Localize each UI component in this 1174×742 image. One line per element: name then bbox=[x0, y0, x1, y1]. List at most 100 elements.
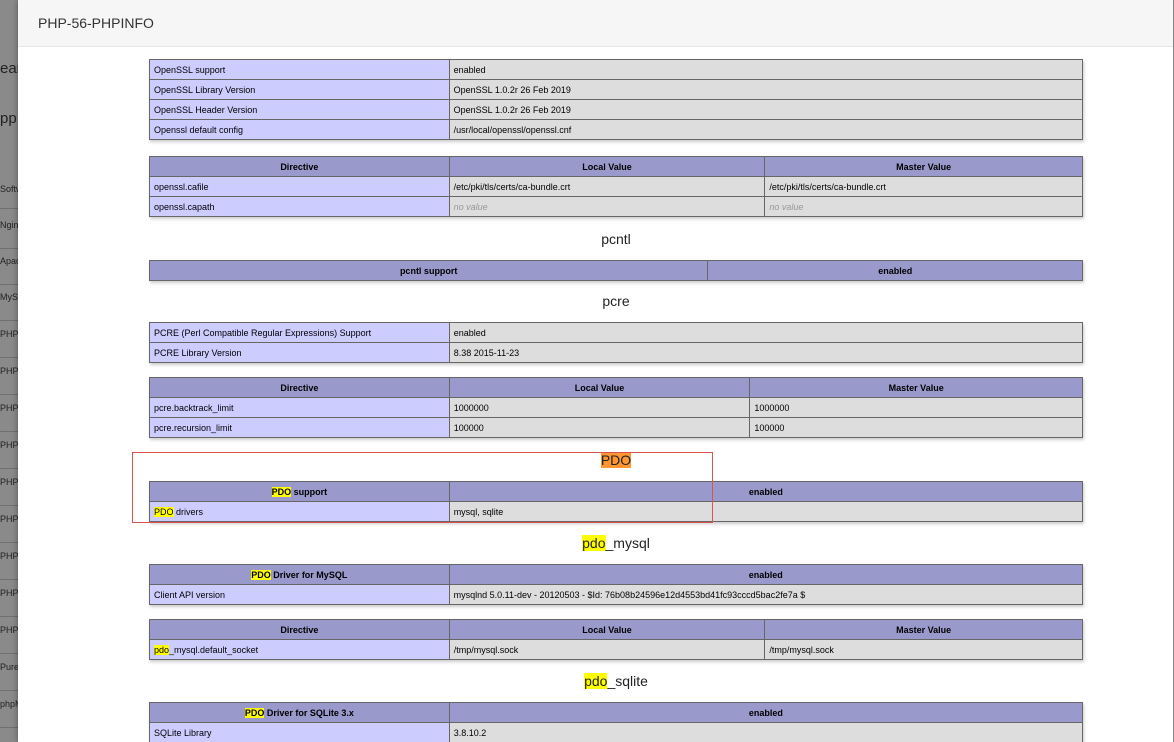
background-menu-item: PHP bbox=[0, 403, 18, 432]
background-menu-item: Softw bbox=[0, 184, 18, 209]
table-value: enabled bbox=[448, 322, 1084, 343]
column-header-local-value: Local Value bbox=[448, 156, 766, 177]
pdo-mysql-driver-value: enabled bbox=[448, 564, 1084, 585]
directive-name: pdo_mysql.default_socket bbox=[149, 639, 450, 660]
background-menu-item: PHP bbox=[0, 625, 18, 654]
table-value: enabled bbox=[448, 59, 1084, 80]
pcre-info-table: PCRE (Perl Compatible Regular Expression… bbox=[149, 322, 1084, 363]
table-header-row: Directive Local Value Master Value bbox=[149, 377, 1083, 398]
table-header-row: pcntl support enabled bbox=[148, 260, 1083, 281]
table-header-row: PDO support enabled bbox=[149, 481, 1084, 502]
directive-local-value: 100000 bbox=[448, 417, 751, 438]
pcntl-table: pcntl support enabled bbox=[148, 260, 1083, 281]
pdo-sqlite-driver-label: PDO Driver for SQLite 3.x bbox=[149, 702, 450, 723]
column-header-directive: Directive bbox=[149, 377, 450, 398]
background-menu-item: PHP bbox=[0, 514, 18, 543]
background-menu-item: Apac bbox=[0, 256, 18, 285]
phpinfo-modal: PHP-56-PHPINFO OpenSSL support enabled O… bbox=[18, 0, 1174, 742]
background-menu-item: PHP bbox=[0, 477, 18, 506]
table-key: PCRE (Perl Compatible Regular Expression… bbox=[149, 322, 450, 343]
pdo-drivers-value: mysql, sqlite bbox=[448, 501, 1084, 522]
column-header-local-value: Local Value bbox=[448, 377, 751, 398]
table-row: pcre.backtrack_limit 1000000 1000000 bbox=[149, 397, 1083, 418]
search-match: PDO bbox=[251, 569, 271, 580]
column-header-local-value: Local Value bbox=[448, 619, 766, 640]
table-row: OpenSSL support enabled bbox=[149, 59, 1084, 80]
openssl-directives-table: Directive Local Value Master Value opens… bbox=[149, 156, 1083, 217]
search-match-current: PDO bbox=[600, 452, 632, 468]
modal-body-scroll-area[interactable]: OpenSSL support enabled OpenSSL Library … bbox=[18, 47, 1174, 742]
modal-header: PHP-56-PHPINFO bbox=[18, 0, 1174, 47]
table-key: Client API version bbox=[149, 584, 450, 605]
table-row: OpenSSL Library Version OpenSSL 1.0.2r 2… bbox=[149, 79, 1084, 100]
background-menu-item: phpM bbox=[0, 699, 18, 728]
table-row: Client API version mysqlnd 5.0.11-dev - … bbox=[149, 584, 1084, 605]
table-value: OpenSSL 1.0.2r 26 Feb 2019 bbox=[448, 79, 1084, 100]
background-app-sidebar: ear pp Softw Ngin Apac MySt PHP PHP PHP … bbox=[0, 0, 18, 742]
table-row: openssl.capath no value no value bbox=[149, 196, 1083, 217]
table-key: PCRE Library Version bbox=[149, 342, 450, 363]
pcre-directives-table: Directive Local Value Master Value pcre.… bbox=[149, 377, 1083, 438]
label-text: Driver for MySQL bbox=[270, 569, 348, 580]
table-key: OpenSSL support bbox=[149, 59, 450, 80]
directive-master-value: 1000000 bbox=[749, 397, 1083, 418]
table-header-row: PDO Driver for MySQL enabled bbox=[149, 564, 1084, 585]
table-row: SQLite Library 3.8.10.2 bbox=[149, 722, 1084, 742]
background-text: ear bbox=[0, 60, 18, 77]
directive-local-value: no value bbox=[448, 196, 766, 217]
directive-name: pcre.recursion_limit bbox=[149, 417, 450, 438]
table-value: 8.38 2015-11-23 bbox=[448, 342, 1084, 363]
pdo-drivers-label: PDO drivers bbox=[149, 501, 450, 522]
column-header-directive: Directive bbox=[149, 619, 450, 640]
pdo-support-value: enabled bbox=[448, 481, 1084, 502]
search-match: pdo bbox=[154, 644, 170, 655]
table-header-row: PDO Driver for SQLite 3.x enabled bbox=[149, 702, 1084, 723]
background-menu-item: Ngin bbox=[0, 220, 18, 249]
table-value: 3.8.10.2 bbox=[448, 722, 1084, 742]
table-key: OpenSSL Library Version bbox=[149, 79, 450, 100]
directive-name: openssl.capath bbox=[149, 196, 450, 217]
section-heading-pdo: PDO bbox=[149, 452, 1083, 468]
table-header-row: Directive Local Value Master Value bbox=[149, 156, 1083, 177]
pdo-mysql-directives-table: Directive Local Value Master Value pdo_m… bbox=[149, 619, 1083, 660]
directive-name: pcre.backtrack_limit bbox=[149, 397, 450, 418]
table-value: mysqlnd 5.0.11-dev - 20120503 - $Id: 76b… bbox=[448, 584, 1084, 605]
table-row: PCRE (Perl Compatible Regular Expression… bbox=[149, 322, 1084, 343]
table-row: pcre.recursion_limit 100000 100000 bbox=[149, 417, 1083, 438]
pdo-mysql-driver-label: PDO Driver for MySQL bbox=[149, 564, 450, 585]
background-text: pp bbox=[0, 110, 17, 127]
table-row: OpenSSL Header Version OpenSSL 1.0.2r 26… bbox=[149, 99, 1084, 120]
background-menu-item: PHP bbox=[0, 329, 18, 358]
table-value: /usr/local/openssl/openssl.cnf bbox=[448, 119, 1084, 140]
directive-local-value: /etc/pki/tls/certs/ca-bundle.crt bbox=[448, 176, 766, 197]
pdo-sqlite-table: PDO Driver for SQLite 3.x enabled SQLite… bbox=[149, 702, 1084, 742]
search-match: pdo bbox=[582, 535, 606, 551]
background-menu-item: PHP bbox=[0, 551, 18, 580]
section-heading-pdo-sqlite: pdo_sqlite bbox=[149, 673, 1083, 689]
heading-text: _mysql bbox=[605, 535, 650, 551]
background-menu-item: MySt bbox=[0, 292, 18, 321]
directive-local-value: /tmp/mysql.sock bbox=[448, 639, 766, 660]
section-heading-pcntl: pcntl bbox=[601, 231, 631, 247]
pdo-mysql-table: PDO Driver for MySQL enabled Client API … bbox=[149, 564, 1084, 605]
label-text: _mysql.default_socket bbox=[169, 644, 259, 655]
table-value: OpenSSL 1.0.2r 26 Feb 2019 bbox=[448, 99, 1084, 120]
pdo-sqlite-driver-value: enabled bbox=[448, 702, 1084, 723]
directive-master-value: no value bbox=[764, 196, 1083, 217]
column-header-master-value: Master Value bbox=[749, 377, 1083, 398]
background-menu-item: PHP bbox=[0, 588, 18, 617]
label-text: Driver for SQLite 3.x bbox=[264, 707, 354, 718]
directive-master-value: /etc/pki/tls/certs/ca-bundle.crt bbox=[764, 176, 1083, 197]
pcntl-support-label: pcntl support bbox=[148, 260, 709, 281]
background-menu-item: Pure bbox=[0, 662, 18, 691]
background-menu-item: PHP bbox=[0, 366, 18, 395]
column-header-master-value: Master Value bbox=[764, 156, 1083, 177]
table-row: Openssl default config /usr/local/openss… bbox=[149, 119, 1084, 140]
pcntl-support-value: enabled bbox=[707, 260, 1083, 281]
background-menu-item: PHP bbox=[0, 440, 18, 469]
table-key: SQLite Library bbox=[149, 722, 450, 742]
pdo-support-label: PDO support bbox=[149, 481, 450, 502]
table-row: PDO drivers mysql, sqlite bbox=[149, 501, 1084, 522]
directive-master-value: 100000 bbox=[749, 417, 1083, 438]
table-key: Openssl default config bbox=[149, 119, 450, 140]
